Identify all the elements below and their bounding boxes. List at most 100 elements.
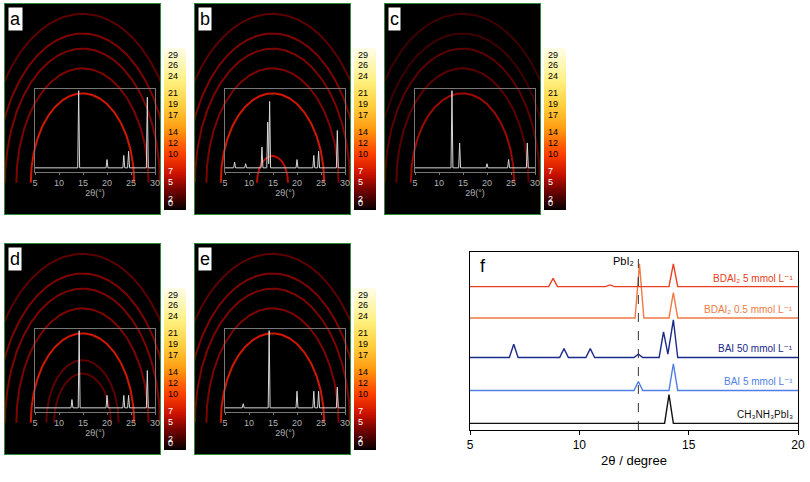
svg-text:0: 0 (168, 198, 173, 208)
svg-text:26: 26 (358, 300, 368, 310)
svg-text:10: 10 (168, 149, 178, 159)
svg-text:29: 29 (168, 290, 178, 300)
svg-text:30: 30 (150, 178, 160, 188)
svg-text:17: 17 (358, 110, 368, 120)
svg-text:2: 2 (358, 434, 363, 444)
svg-text:a: a (10, 9, 21, 29)
svg-text:30: 30 (150, 418, 160, 428)
svg-text:10: 10 (244, 178, 254, 188)
svg-text:25: 25 (316, 178, 326, 188)
svg-text:2θ / degree: 2θ / degree (601, 453, 667, 468)
svg-text:20: 20 (292, 418, 302, 428)
svg-text:d: d (10, 249, 20, 269)
svg-text:15: 15 (682, 438, 696, 452)
svg-text:19: 19 (548, 99, 558, 109)
svg-text:21: 21 (168, 328, 178, 338)
svg-text:5: 5 (168, 417, 173, 427)
svg-text:e: e (200, 249, 210, 269)
svg-text:5: 5 (467, 438, 474, 452)
svg-text:20: 20 (292, 178, 302, 188)
svg-text:21: 21 (358, 88, 368, 98)
svg-text:30: 30 (530, 178, 540, 188)
svg-text:21: 21 (548, 88, 558, 98)
svg-text:25: 25 (316, 418, 326, 428)
svg-text:15: 15 (78, 178, 88, 188)
svg-text:0: 0 (168, 438, 173, 448)
svg-text:14: 14 (548, 127, 558, 137)
svg-text:5: 5 (548, 177, 553, 187)
svg-text:7: 7 (358, 406, 363, 416)
svg-text:29: 29 (358, 50, 368, 60)
svg-text:10: 10 (244, 418, 254, 428)
svg-text:12: 12 (358, 378, 368, 388)
svg-text:0: 0 (358, 438, 363, 448)
svg-text:10: 10 (548, 149, 558, 159)
svg-text:17: 17 (358, 350, 368, 360)
svg-text:5: 5 (32, 418, 37, 428)
svg-text:7: 7 (358, 166, 363, 176)
svg-text:10: 10 (54, 178, 64, 188)
svg-text:20: 20 (102, 178, 112, 188)
svg-text:BDAI₂ 5 mmol L⁻¹: BDAI₂ 5 mmol L⁻¹ (713, 273, 793, 284)
svg-text:25: 25 (506, 178, 516, 188)
svg-text:15: 15 (268, 178, 278, 188)
svg-text:BAI 5 mmol L⁻¹: BAI 5 mmol L⁻¹ (724, 376, 793, 387)
svg-text:20: 20 (482, 178, 492, 188)
svg-text:5: 5 (222, 418, 227, 428)
svg-text:15: 15 (458, 178, 468, 188)
svg-text:15: 15 (268, 418, 278, 428)
svg-text:17: 17 (548, 110, 558, 120)
svg-text:19: 19 (168, 99, 178, 109)
svg-text:21: 21 (358, 328, 368, 338)
svg-text:24: 24 (358, 71, 368, 81)
svg-text:19: 19 (358, 99, 368, 109)
svg-text:20: 20 (102, 418, 112, 428)
svg-text:7: 7 (168, 166, 173, 176)
svg-text:14: 14 (358, 367, 368, 377)
svg-text:10: 10 (573, 438, 587, 452)
svg-text:24: 24 (168, 311, 178, 321)
svg-text:24: 24 (358, 311, 368, 321)
svg-text:10: 10 (358, 389, 368, 399)
svg-text:BDAI₂ 0.5 mmol L⁻¹: BDAI₂ 0.5 mmol L⁻¹ (704, 304, 793, 315)
svg-text:7: 7 (168, 406, 173, 416)
svg-text:14: 14 (358, 127, 368, 137)
svg-text:b: b (200, 9, 210, 29)
svg-text:30: 30 (340, 178, 350, 188)
svg-text:10: 10 (358, 149, 368, 159)
svg-text:21: 21 (168, 88, 178, 98)
svg-text:12: 12 (548, 138, 558, 148)
svg-text:20: 20 (791, 438, 805, 452)
svg-text:25: 25 (126, 178, 136, 188)
svg-text:2θ(°): 2θ(°) (465, 188, 485, 198)
svg-text:17: 17 (168, 350, 178, 360)
svg-text:0: 0 (358, 198, 363, 208)
svg-text:5: 5 (358, 177, 363, 187)
svg-text:CH₃NH₃PbI₃: CH₃NH₃PbI₃ (737, 409, 793, 420)
svg-text:2θ(°): 2θ(°) (85, 188, 105, 198)
svg-text:25: 25 (126, 418, 136, 428)
svg-text:19: 19 (168, 339, 178, 349)
svg-text:24: 24 (168, 71, 178, 81)
svg-text:f: f (480, 256, 486, 276)
svg-text:29: 29 (358, 290, 368, 300)
svg-text:5: 5 (222, 178, 227, 188)
svg-text:2θ(°): 2θ(°) (275, 428, 295, 438)
svg-text:5: 5 (358, 417, 363, 427)
svg-text:14: 14 (168, 127, 178, 137)
svg-text:2θ(°): 2θ(°) (85, 428, 105, 438)
svg-text:2: 2 (358, 194, 363, 204)
svg-text:19: 19 (358, 339, 368, 349)
svg-text:2: 2 (168, 194, 173, 204)
svg-text:2θ(°): 2θ(°) (275, 188, 295, 198)
svg-text:PbI₂: PbI₂ (613, 255, 634, 267)
svg-text:5: 5 (32, 178, 37, 188)
svg-text:26: 26 (168, 60, 178, 70)
svg-text:12: 12 (358, 138, 368, 148)
svg-text:30: 30 (340, 418, 350, 428)
svg-text:24: 24 (548, 71, 558, 81)
svg-text:7: 7 (548, 166, 553, 176)
svg-text:12: 12 (168, 138, 178, 148)
svg-text:29: 29 (548, 50, 558, 60)
svg-text:10: 10 (434, 178, 444, 188)
